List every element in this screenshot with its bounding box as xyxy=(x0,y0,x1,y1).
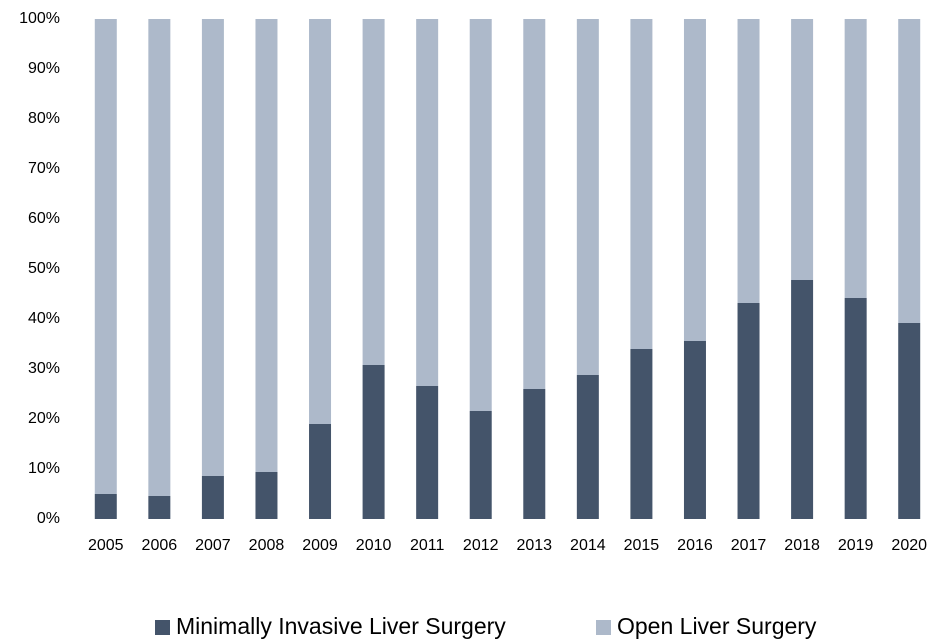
y-tick-label: 80% xyxy=(28,110,60,127)
y-tick-label: 20% xyxy=(28,410,60,427)
x-tick-label: 2017 xyxy=(731,537,767,554)
bar-segment xyxy=(683,341,706,519)
bar-segment xyxy=(737,303,760,519)
bar-segment xyxy=(416,386,439,519)
x-tick-label: 2014 xyxy=(570,537,606,554)
x-tick-label: 2018 xyxy=(784,537,820,554)
bar-segment xyxy=(523,389,546,519)
x-tick-label: 2015 xyxy=(624,537,660,554)
bar-segment xyxy=(791,280,814,519)
bar-segment xyxy=(844,298,867,519)
bar-segment xyxy=(630,19,653,349)
bar-segment xyxy=(683,19,706,341)
bar-segment xyxy=(94,494,117,519)
y-tick-label: 60% xyxy=(28,210,60,227)
bar-segment xyxy=(255,472,278,519)
bar-segment xyxy=(523,19,546,389)
bar-segment xyxy=(362,19,385,365)
bar-segment xyxy=(309,424,332,519)
x-tick-label: 2006 xyxy=(142,537,178,554)
bar-segment xyxy=(737,19,760,303)
legend-swatch xyxy=(596,620,611,635)
bar-segment xyxy=(844,19,867,298)
x-tick-label: 2019 xyxy=(838,537,874,554)
x-tick-label: 2012 xyxy=(463,537,499,554)
x-tick-label: 2010 xyxy=(356,537,392,554)
bar-segment xyxy=(791,19,814,280)
y-tick-label: 70% xyxy=(28,160,60,177)
x-tick-label: 2016 xyxy=(677,537,713,554)
x-tick-label: 2008 xyxy=(249,537,285,554)
bar-segment xyxy=(148,19,171,496)
bar-segment xyxy=(255,19,278,472)
y-tick-label: 100% xyxy=(19,10,60,27)
bar-segment xyxy=(576,375,599,519)
x-tick-label: 2013 xyxy=(516,537,552,554)
bar-segment xyxy=(630,349,653,519)
x-tick-label: 2020 xyxy=(891,537,927,554)
bar-segment xyxy=(576,19,599,375)
y-tick-label: 0% xyxy=(37,510,60,527)
bar-segment xyxy=(201,19,224,476)
y-tick-label: 40% xyxy=(28,310,60,327)
legend-label: Minimally Invasive Liver Surgery xyxy=(176,613,506,639)
bar-segment xyxy=(362,365,385,519)
y-tick-label: 50% xyxy=(28,260,60,277)
bar-segment xyxy=(201,476,224,519)
x-tick-label: 2009 xyxy=(302,537,338,554)
y-tick-label: 90% xyxy=(28,60,60,77)
x-tick-label: 2011 xyxy=(410,537,445,554)
bar-segment xyxy=(94,19,117,494)
bar-segment xyxy=(898,19,921,323)
bar-segment xyxy=(469,411,492,519)
legend-swatch xyxy=(155,620,170,635)
x-tick-label: 2005 xyxy=(88,537,124,554)
x-tick-label: 2007 xyxy=(195,537,231,554)
bar-segment xyxy=(469,19,492,411)
legend-label: Open Liver Surgery xyxy=(617,613,817,639)
bar-segment xyxy=(148,496,171,519)
y-tick-label: 30% xyxy=(28,360,60,377)
bar-segment xyxy=(416,19,439,386)
y-tick-label: 10% xyxy=(28,460,60,477)
bar-segment xyxy=(898,323,921,519)
bar-segment xyxy=(309,19,332,424)
